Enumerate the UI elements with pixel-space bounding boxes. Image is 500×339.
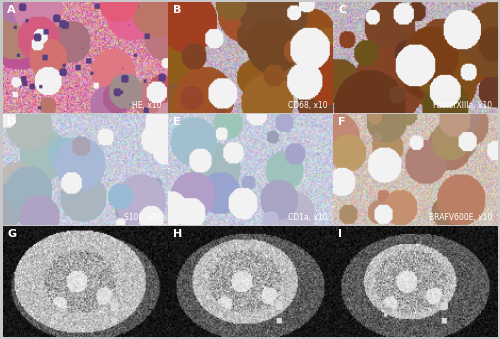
Text: H: H [173, 230, 182, 239]
Text: D: D [8, 117, 16, 127]
Text: BRAFV600E, x10: BRAFV600E, x10 [429, 213, 492, 222]
Text: HE, x10: HE, x10 [132, 101, 162, 109]
Text: B: B [173, 5, 181, 15]
Text: CD68, x10: CD68, x10 [288, 101, 327, 109]
Text: FactorXIIIa, x10: FactorXIIIa, x10 [434, 101, 492, 109]
Text: F: F [338, 117, 346, 127]
Text: G: G [8, 230, 16, 239]
Text: C: C [338, 5, 346, 15]
Text: E: E [173, 117, 180, 127]
Text: S100, x10: S100, x10 [124, 213, 162, 222]
Text: A: A [8, 5, 16, 15]
Text: CD1a, x10: CD1a, x10 [288, 213, 327, 222]
Text: I: I [338, 230, 342, 239]
